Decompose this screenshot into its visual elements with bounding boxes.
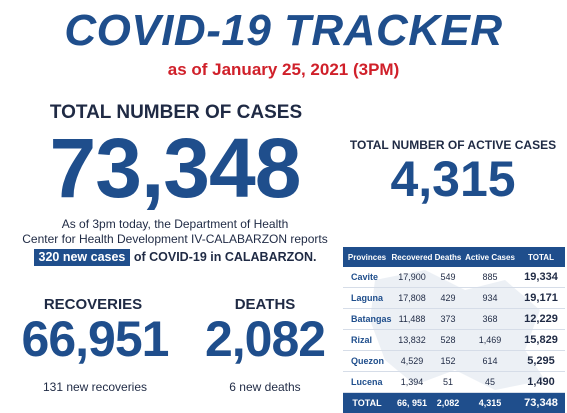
as-of-date: as of January 25, 2021 (3PM) xyxy=(0,60,567,80)
new-recoveries-text: 131 new recoveries xyxy=(0,380,190,394)
province-name: Quezon xyxy=(343,351,391,372)
col-header-deaths: Deaths xyxy=(433,247,463,267)
table-row: Quezon 4,529 152 614 5,295 xyxy=(343,351,565,372)
col-header-total: TOTAL xyxy=(517,247,565,267)
deaths-cell: 429 xyxy=(433,288,463,309)
deaths-cell: 152 xyxy=(433,351,463,372)
recovered-cell: 13,832 xyxy=(391,330,433,351)
total-cell: 15,829 xyxy=(517,330,565,351)
table-row: Cavite 17,900 549 885 19,334 xyxy=(343,267,565,288)
province-name: Rizal xyxy=(343,330,391,351)
recovered-cell: 4,529 xyxy=(391,351,433,372)
province-name: Laguna xyxy=(343,288,391,309)
active-cell: 614 xyxy=(463,351,517,372)
recovered-cell: 17,900 xyxy=(391,267,433,288)
report-line-2: Center for Health Development IV-CALABAR… xyxy=(0,232,350,247)
total-cell: 19,171 xyxy=(517,288,565,309)
table-row: Batangas 11,488 373 368 12,229 xyxy=(343,309,565,330)
deaths-cell: 549 xyxy=(433,267,463,288)
total-cell: 19,334 xyxy=(517,267,565,288)
active-cell: 45 xyxy=(463,372,517,393)
report-line-1: As of 3pm today, the Department of Healt… xyxy=(0,217,350,232)
new-cases-highlight: 320 new cases xyxy=(34,249,131,266)
recoveries-value: 66,951 xyxy=(0,314,190,364)
table-header-row: Provinces Recovered Deaths Active Cases … xyxy=(343,247,565,267)
table-row: Rizal 13,832 528 1,469 15,829 xyxy=(343,330,565,351)
page-title: COVID-19 TRACKER xyxy=(0,6,567,56)
deaths-value: 2,082 xyxy=(188,314,342,364)
province-name: Lucena xyxy=(343,372,391,393)
col-header-active: Active Cases xyxy=(463,247,517,267)
province-name: Batangas xyxy=(343,309,391,330)
province-name: Cavite xyxy=(343,267,391,288)
active-cell: 934 xyxy=(463,288,517,309)
new-deaths-text: 6 new deaths xyxy=(188,380,342,394)
active-cell: 368 xyxy=(463,309,517,330)
active-cases-label: TOTAL NUMBER OF ACTIVE CASES xyxy=(343,138,563,152)
province-table: Provinces Recovered Deaths Active Cases … xyxy=(343,247,565,413)
total-cell: 12,229 xyxy=(517,309,565,330)
report-text: As of 3pm today, the Department of Healt… xyxy=(0,217,350,266)
active-cell: 1,469 xyxy=(463,330,517,351)
table-row: Lucena 1,394 51 45 1,490 xyxy=(343,372,565,393)
report-line-3-rest: of COVID-19 in CALABARZON. xyxy=(130,250,316,264)
deaths-cell: 373 xyxy=(433,309,463,330)
active-cases-value: 4,315 xyxy=(343,154,563,204)
report-line-3: 320 new cases of COVID-19 in CALABARZON. xyxy=(34,249,317,266)
col-header-provinces: Provinces xyxy=(343,247,391,267)
table-row: Laguna 17,808 429 934 19,171 xyxy=(343,288,565,309)
col-header-recovered: Recovered xyxy=(391,247,433,267)
total-cases-value: 73,348 xyxy=(10,126,340,210)
recovered-cell: 17,808 xyxy=(391,288,433,309)
total-cell: 5,295 xyxy=(517,351,565,372)
recovered-cell: 11,488 xyxy=(391,309,433,330)
recovered-cell: 1,394 xyxy=(391,372,433,393)
deaths-cell: 528 xyxy=(433,330,463,351)
active-cell: 885 xyxy=(463,267,517,288)
total-cell: 1,490 xyxy=(517,372,565,393)
deaths-cell: 51 xyxy=(433,372,463,393)
